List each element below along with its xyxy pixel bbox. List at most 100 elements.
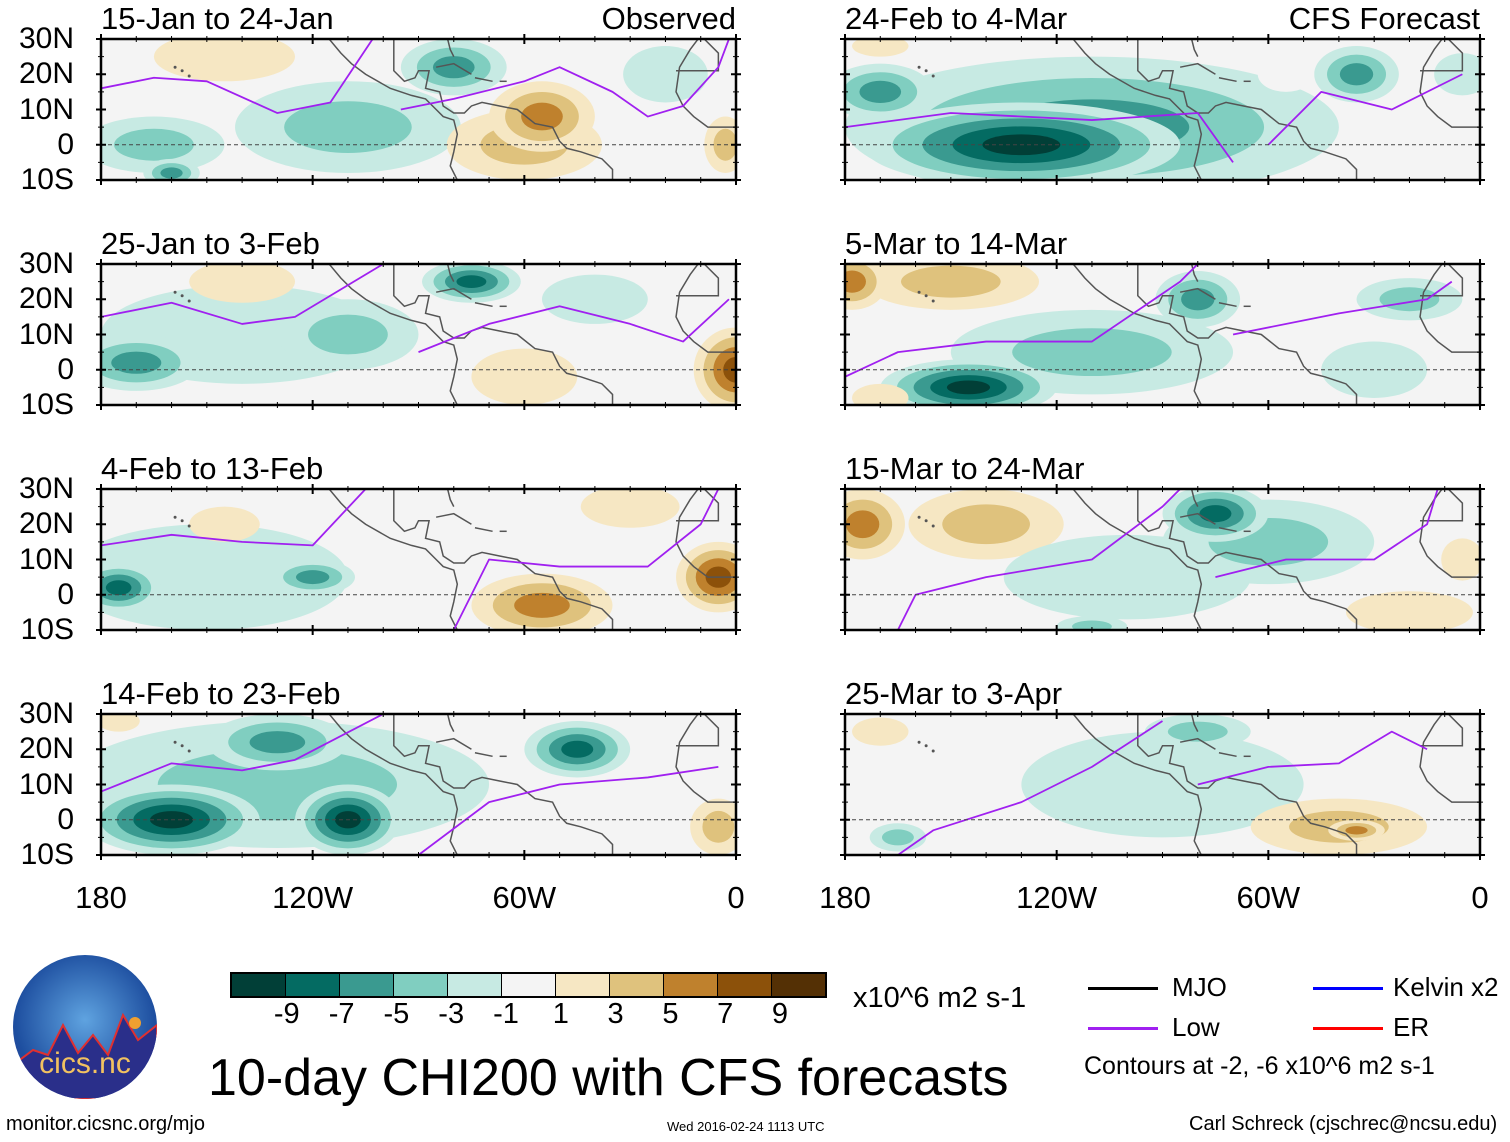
colorbar-swatch [610,974,664,996]
hawaii-island [931,299,935,303]
anomaly-map [840,484,1485,635]
anomaly-contour [1321,341,1428,398]
hawaii-island [931,74,935,78]
anomaly-contour [1167,721,1228,742]
anomaly-contour [295,570,330,585]
colorbar-label: 3 [607,998,624,1030]
anomaly-contour [160,167,183,179]
anomaly-contour [189,506,260,542]
panel-date-range: 15-Jan to 24-Jan [101,1,334,36]
panel-date-range: 15-Mar to 24-Mar [845,451,1085,486]
colorbar-swatch [232,974,286,996]
coastline [676,489,720,522]
anomaly-contour [852,717,909,746]
lon-label: 120W [1016,880,1098,915]
coastline [435,62,472,75]
hawaii-island [180,69,184,73]
anomaly-contour [1199,505,1232,523]
hawaii-island [917,65,921,69]
lat-label: 0 [57,802,74,836]
footer-timestamp: Wed 2016-02-24 1113 UTC [667,1119,825,1134]
coastline [675,714,736,803]
coastline [1072,264,1203,405]
hawaii-island [917,515,921,519]
coastline [1419,264,1480,353]
anomaly-contour [1012,328,1172,377]
anomaly-contour [456,275,487,289]
colorbar [230,972,827,998]
lat-label: 30N [18,697,74,730]
lat-label: 30N [18,247,74,280]
coastline [435,512,472,525]
low-contour [101,714,384,793]
hawaii-island [931,749,935,753]
colorbar-swatch [286,974,340,996]
lon-label: 60W [492,880,557,915]
anomaly-contour [1345,826,1368,835]
anomaly-contour [541,274,648,324]
lat-label: 20N [18,282,74,316]
coastline [1218,77,1237,83]
anomaly-contour [111,351,162,374]
page-title: 10-day CHI200 with CFS forecasts [208,1049,1009,1107]
anomaly-contour [1072,620,1112,630]
lon-label: 0 [1471,880,1489,915]
anomaly-contour [1021,731,1304,838]
anomaly-contour [623,46,708,103]
hawaii-island [173,65,177,69]
anomaly-contour [859,80,902,103]
coastline [1137,489,1358,630]
anomaly-contour [514,592,570,618]
anomaly-contour [1379,287,1440,312]
lat-label: 10S [20,613,74,646]
forecast-header: CFS Forecast [1288,1,1480,36]
anomaly-map [96,484,741,635]
anomaly-map [96,709,741,860]
coastline [1072,714,1203,855]
coastline [1420,714,1464,747]
cics-logo: cics.nc [13,955,157,1099]
lat-label: 20N [18,732,74,766]
coastline [1137,39,1358,180]
hawaii-island [180,744,184,748]
anomaly-contour [942,504,1030,545]
colorbar-label: -9 [273,998,300,1030]
lat-label: 30N [18,22,74,55]
anomaly-contour [1345,591,1473,630]
anomaly-region [460,809,588,852]
coastline [1420,489,1464,522]
coastline [328,489,459,630]
panel-date-range: 25-Mar to 3-Apr [845,676,1063,711]
footer-url[interactable]: monitor.cicsnc.org/mjo [6,1113,205,1135]
coastline [328,264,459,405]
lat-label: 10S [20,838,74,871]
colorbar-label: -1 [493,998,519,1030]
lat-label: 10N [18,317,74,351]
anomaly-contour [101,714,140,732]
legend-line-er [1313,1027,1383,1030]
hawaii-island [187,524,191,528]
anomaly-contour [723,356,736,383]
coastline [393,264,614,405]
hawaii-island [173,740,177,744]
coastline [474,77,493,83]
footer-author: Carl Schreck (cjschrec@ncsu.edu) [1189,1113,1498,1135]
low-contour [1267,73,1463,146]
colorbar-label: 9 [771,998,789,1030]
legend-line-low [1088,1027,1158,1030]
legend-label-low: Low [1172,1012,1220,1042]
anomaly-contour [249,731,306,754]
hawaii-island [173,515,177,519]
anomaly-contour [189,264,296,303]
lon-label: 180 [75,880,127,915]
coastline [474,752,493,758]
lat-label: 20N [18,507,74,541]
colorbar-label: 1 [552,998,569,1030]
colorbar-label: -5 [383,998,410,1030]
coastline [435,737,472,750]
anomaly-contour [101,524,348,630]
low-contour [101,489,367,547]
hawaii-island [924,519,928,523]
coastline [1179,512,1216,525]
lat-label: 10N [18,542,74,576]
